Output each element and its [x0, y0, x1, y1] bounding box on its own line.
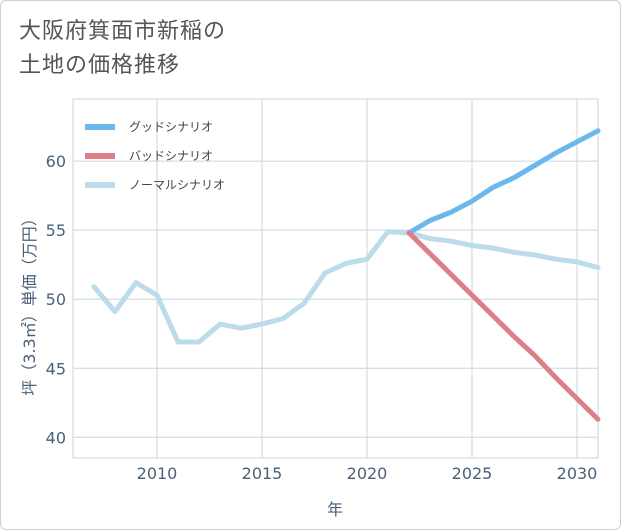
chart-title: 大阪府箕面市新稲の 土地の価格推移	[19, 15, 226, 83]
series-lines	[91, 128, 601, 422]
y-tick-label: 45	[46, 359, 66, 378]
y-tick-label: 55	[46, 221, 66, 240]
x-tick-label: 2010	[137, 464, 178, 483]
chart-title-line-2: 土地の価格推移	[19, 53, 181, 78]
axes: 2010 2015 2020 2025 2030 40 45 50 55 60	[46, 152, 598, 483]
x-tick-label: 2025	[452, 464, 493, 483]
series-line-0	[406, 128, 601, 236]
series-line-2	[91, 229, 601, 345]
grid	[72, 98, 599, 459]
y-tick-label: 40	[46, 428, 66, 447]
x-tick-label: 2030	[557, 464, 598, 483]
series-line-1	[406, 230, 601, 422]
x-tick-label: 2015	[242, 464, 283, 483]
plot-area-border	[72, 98, 599, 459]
legend-label: バッドシナリオ	[129, 149, 213, 163]
y-axis-title: 坪（3.3㎡）単価（万円）	[20, 210, 39, 395]
y-tick-label: 50	[46, 290, 66, 309]
legend-label: グッドシナリオ	[129, 120, 213, 134]
x-axis-title: 年	[327, 500, 343, 519]
legend-label: ノーマルシナリオ	[129, 178, 225, 192]
y-tick-label: 60	[46, 152, 66, 171]
x-tick-label: 2020	[347, 464, 388, 483]
chart-title-line-1: 大阪府箕面市新稲の	[19, 19, 227, 44]
